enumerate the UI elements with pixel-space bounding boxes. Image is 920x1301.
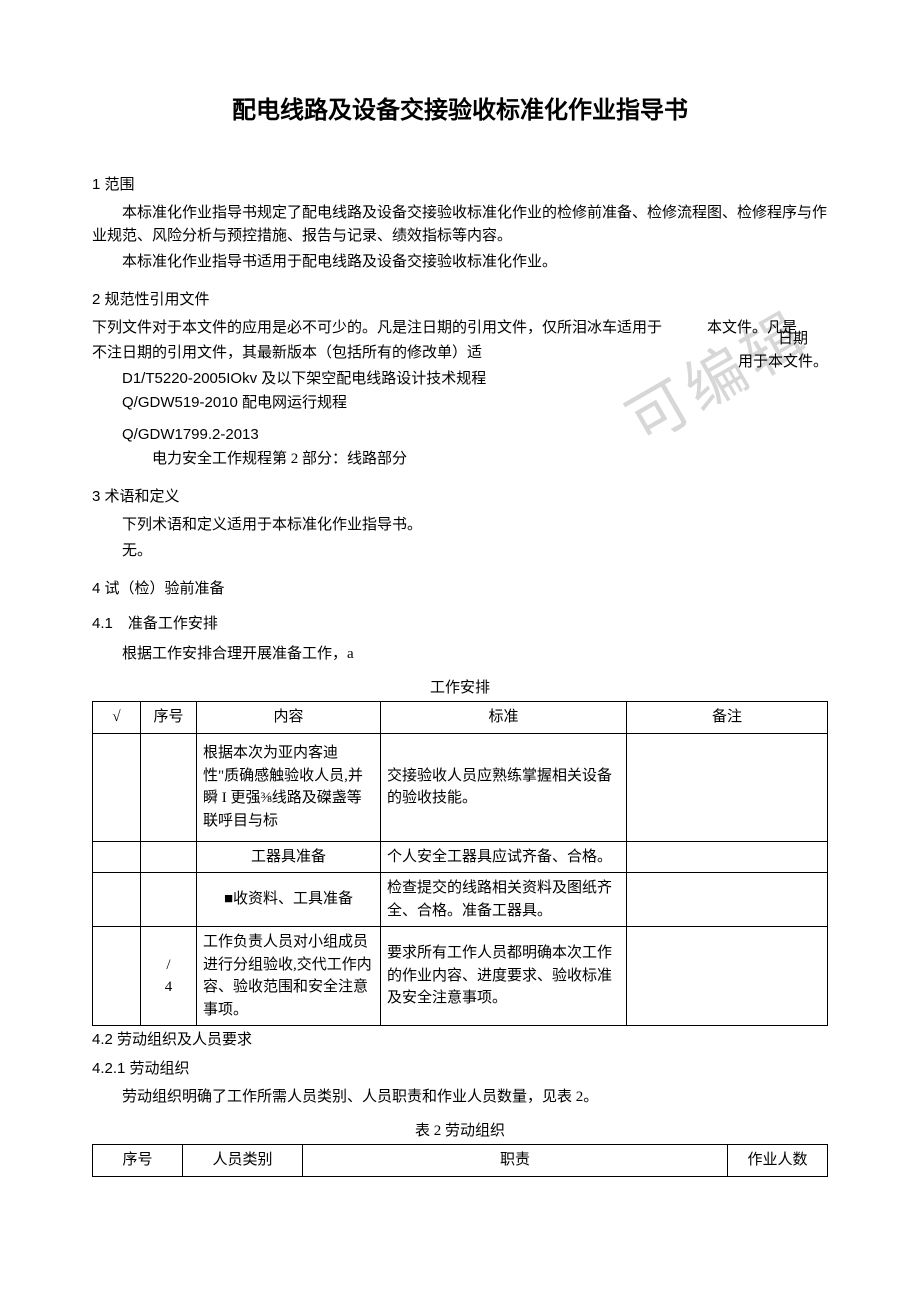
t1-r2-c2 xyxy=(141,841,197,873)
section-2-heading: 2 规范性引用文件 xyxy=(92,288,828,309)
t1-r4-c4: 要求所有工作人员都明确本次工作的作业内容、进度要求、验收标准及安全注意事项。 xyxy=(381,927,627,1026)
document-title: 配电线路及设备交接验收标准化作业指导书 xyxy=(92,90,828,125)
section-2-p1-main: 下列文件对于本文件的应用是必不可少的。凡是注日期的引用文件，仅所泪冰车适用于 xyxy=(92,320,662,336)
section-3-heading: 3 术语和定义 xyxy=(92,485,828,506)
t1-r4-c3: 工作负责人员对小组成员进行分组验收,交代工作内容、验收范围和安全注意事项。 xyxy=(197,927,381,1026)
t1-r2-c5 xyxy=(627,841,828,873)
section-4-2-1-para-1: 劳动组织明确了工作所需人员类别、人员职责和作业人员数量，见表 2。 xyxy=(92,1086,828,1109)
t1-r3-c2 xyxy=(141,873,197,927)
t2-h-category: 人员类别 xyxy=(183,1145,303,1177)
table-2-header-row: 序号 人员类别 职责 作业人数 xyxy=(93,1145,828,1177)
t1-r4-c2: / 4 xyxy=(141,927,197,1026)
section-4-heading: 4 试（检）验前准备 xyxy=(92,577,828,598)
t1-h-standard: 标准 xyxy=(381,702,627,734)
t1-r4-c5 xyxy=(627,927,828,1026)
section-4-1-heading: 4.1 准备工作安排 xyxy=(92,612,828,633)
section-4-2-heading: 4.2 劳动组织及人员要求 xyxy=(92,1028,828,1049)
t1-r1-c5 xyxy=(627,733,828,841)
t1-h-seq: 序号 xyxy=(141,702,197,734)
section-4-2-1-heading: 4.2.1 劳动组织 xyxy=(92,1057,828,1078)
table-1: √ 序号 内容 标准 备注 根据本次为亚内客迪性"质确感触验收人员,并瞬 I 更… xyxy=(92,701,828,1026)
document-body: 配电线路及设备交接验收标准化作业指导书 1 范围 本标准化作业指导书规定了配电线… xyxy=(92,90,828,1177)
t1-r2-c4: 个人安全工器具应试齐备、合格。 xyxy=(381,841,627,873)
table-1-header-row: √ 序号 内容 标准 备注 xyxy=(93,702,828,734)
t1-r3-c5 xyxy=(627,873,828,927)
t1-r4-c2b: 4 xyxy=(147,976,190,999)
t1-r1-c3: 根据本次为亚内客迪性"质确感触验收人员,并瞬 I 更强⅜线路及磔盏等联呼目与标 xyxy=(197,733,381,841)
standard-ref-3-sub: 电力安全工作规程第 2 部分：线路部分 xyxy=(152,447,828,471)
t1-r2-c3: 工器具准备 xyxy=(197,841,381,873)
table-row: / 4 工作负责人员对小组成员进行分组验收,交代工作内容、验收范围和安全注意事项… xyxy=(93,927,828,1026)
t1-r4-c2a: / xyxy=(147,954,190,977)
section-3-para-2: 无。 xyxy=(92,540,828,563)
table-2: 序号 人员类别 职责 作业人数 xyxy=(92,1144,828,1177)
section-1-heading: 1 范围 xyxy=(92,173,828,194)
section-4-1-para-1: 根据工作安排合理开展准备工作，a xyxy=(92,643,828,666)
section-2-para-2: 不注日期的引用文件，其最新版本（包括所有的修改单）适 xyxy=(92,342,828,365)
section-3-para-1: 下列术语和定义适用于本标准化作业指导书。 xyxy=(92,514,828,537)
standard-ref-1: D1/T5220-2005IOkv 及以下架空配电线路设计技术规程 xyxy=(122,367,828,391)
t2-h-count: 作业人数 xyxy=(728,1145,828,1177)
section-2-para-1: 下列文件对于本文件的应用是必不可少的。凡是注日期的引用文件，仅所泪冰车适用于 x… xyxy=(92,317,828,340)
table-row: 根据本次为亚内客迪性"质确感触验收人员,并瞬 I 更强⅜线路及磔盏等联呼目与标 … xyxy=(93,733,828,841)
section-2-p1-tail: 本文件。凡是 xyxy=(707,320,797,336)
t2-h-duty: 职责 xyxy=(303,1145,728,1177)
table-row: 工器具准备 个人安全工器具应试齐备、合格。 xyxy=(93,841,828,873)
t1-h-content: 内容 xyxy=(197,702,381,734)
section-1-para-1: 本标准化作业指导书规定了配电线路及设备交接验收标准化作业的检修前准备、检修流程图… xyxy=(92,202,828,249)
t1-r2-c1 xyxy=(93,841,141,873)
t1-r4-c1 xyxy=(93,927,141,1026)
standard-ref-3: Q/GDW1799.2-2013 xyxy=(122,423,828,447)
t1-h-remark: 备注 xyxy=(627,702,828,734)
table-row: ■收资料、工具准备 检查提交的线路相关资料及图纸齐全、合格。准备工器具。 xyxy=(93,873,828,927)
table-2-caption: 表 2 劳动组织 xyxy=(92,1119,828,1140)
standard-ref-2: Q/GDW519-2010 配电网运行规程 xyxy=(122,391,828,415)
t2-h-seq: 序号 xyxy=(93,1145,183,1177)
t1-r1-c1 xyxy=(93,733,141,841)
table-1-caption: 工作安排 xyxy=(92,676,828,697)
t1-h-check: √ xyxy=(93,702,141,734)
t1-r1-c2 xyxy=(141,733,197,841)
t1-r3-c1 xyxy=(93,873,141,927)
t1-r1-c4: 交接验收人员应熟练掌握相关设备的验收技能。 xyxy=(381,733,627,841)
section-1-para-2: 本标准化作业指导书适用于配电线路及设备交接验收标准化作业。 xyxy=(92,251,828,274)
t1-r3-c3: ■收资料、工具准备 xyxy=(197,873,381,927)
t1-r3-c4: 检查提交的线路相关资料及图纸齐全、合格。准备工器具。 xyxy=(381,873,627,927)
